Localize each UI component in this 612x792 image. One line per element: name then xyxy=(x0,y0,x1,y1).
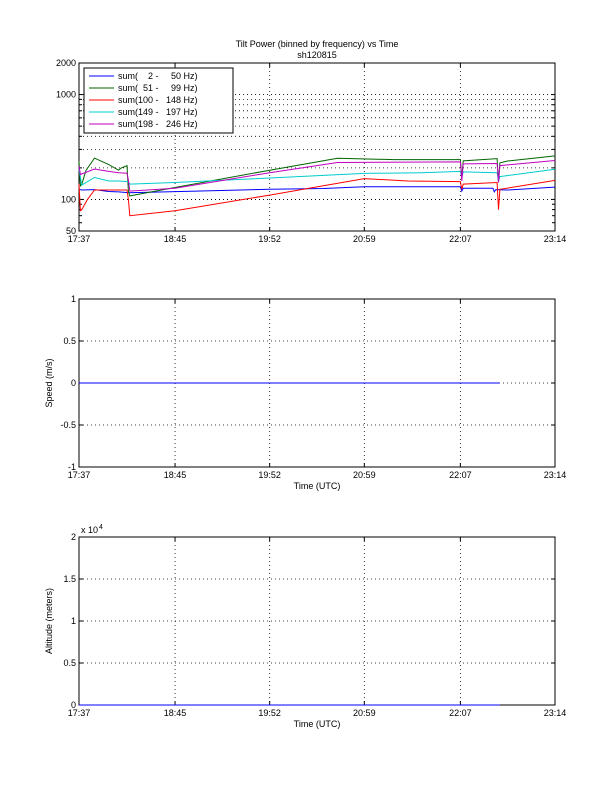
y-tick-label: 2000 xyxy=(56,58,76,68)
series-line-4 xyxy=(78,168,556,186)
x-tick-label: 20:59 xyxy=(353,470,376,480)
y-tick-label: -0.5 xyxy=(60,420,76,430)
tilt-power-panel: 17:37 18:45 19:52 20:59 22:07 23:14 50 100 1000 2… xyxy=(56,58,566,244)
y-tick-label: 0.5 xyxy=(63,336,76,346)
x-tick-label: 22:07 xyxy=(449,234,472,244)
series-line-5 xyxy=(78,160,556,192)
x-tick-label: 23:14 xyxy=(544,708,567,718)
x-tick-label: 17:37 xyxy=(68,234,91,244)
y-tick-label: 100 xyxy=(61,194,76,204)
legend-entry: sum( 2 - 50 Hz) xyxy=(118,71,198,81)
x-tick-label: 20:59 xyxy=(353,708,376,718)
x-tick-label: 19:52 xyxy=(258,234,281,244)
y-tick-label: 50 xyxy=(66,226,76,236)
y-tick-label: 2 xyxy=(71,532,76,542)
y-tick-label: 0 xyxy=(71,378,76,388)
series-line-1 xyxy=(78,186,556,194)
x-tick-label: 19:52 xyxy=(258,470,281,480)
y-tick-label: 1 xyxy=(71,294,76,304)
y-exponent-power: 4 xyxy=(99,524,103,531)
series-line-3 xyxy=(78,178,556,217)
legend-entry: sum(149 - 197 Hz) xyxy=(118,107,198,117)
legend-entry: sum(100 - 148 Hz) xyxy=(118,95,198,105)
x-tick-label: 18:45 xyxy=(164,470,187,480)
x-tick-label: 18:45 xyxy=(164,708,187,718)
x-tick-label: 18:45 xyxy=(164,234,187,244)
x-tick-label: 23:14 xyxy=(544,470,567,480)
altitude-panel: 17:37 18:45 19:52 20:59 22:07 23:14 0 0.5 1 1.5 2 T… xyxy=(44,524,566,729)
x-axis-label: Time (UTC) xyxy=(294,719,341,729)
speed-panel: 17:37 18:45 19:52 20:59 22:07 23:14 -1 -0.5 0 0.5… xyxy=(44,294,566,491)
x-tick-label: 22:07 xyxy=(449,708,472,718)
y-tick-label: 0.5 xyxy=(63,658,76,668)
x-axis-label: Time (UTC) xyxy=(294,481,341,491)
y-tick-label: 1 xyxy=(71,616,76,626)
y-exponent-label: x 10 xyxy=(81,525,98,535)
y-tick-label: 1000 xyxy=(56,90,76,100)
y-tick-label: 1.5 xyxy=(63,574,76,584)
x-tick-label: 19:52 xyxy=(258,708,281,718)
x-tick-label: 20:59 xyxy=(353,234,376,244)
y-tick-label: 0 xyxy=(71,700,76,710)
chart-title: Tilt Power (binned by frequency) vs Time xyxy=(236,39,399,49)
x-tick-label: 22:07 xyxy=(449,470,472,480)
chart-subtitle: sh120815 xyxy=(297,50,337,60)
x-tick-label: 17:37 xyxy=(68,470,91,480)
x-tick-label: 17:37 xyxy=(68,708,91,718)
legend-entry: sum(198 - 246 Hz) xyxy=(118,119,198,129)
legend: sum( 2 - 50 Hz) sum( 51 - 99 Hz) sum(100 -… xyxy=(83,67,234,134)
legend-entry: sum( 51 - 99 Hz) xyxy=(118,83,198,93)
x-tick-label: 23:14 xyxy=(544,234,567,244)
y-axis-label: Speed (m/s) xyxy=(44,358,54,407)
y-axis-label: Altitude (meters) xyxy=(44,588,54,654)
y-tick-label: -1 xyxy=(68,462,76,472)
